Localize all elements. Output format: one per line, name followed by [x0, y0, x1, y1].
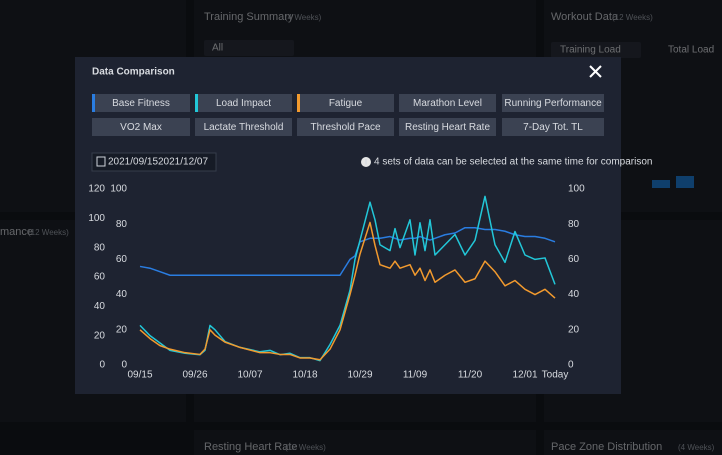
- button-label: Base Fitness: [112, 98, 170, 109]
- y-tick-label: 60: [94, 272, 106, 283]
- button-label: 7-Day Tot. TL: [523, 122, 583, 133]
- button-bg: [92, 94, 190, 112]
- toggle-button[interactable]: Resting Heart Rate: [399, 118, 496, 136]
- button-bg: [195, 118, 292, 136]
- x-tick-label: 12/01: [512, 370, 537, 381]
- y3-tick-label: 20: [116, 324, 128, 335]
- y3-tick-label: 60: [116, 254, 128, 265]
- button-bg: [195, 94, 292, 112]
- button-label: VO2 Max: [120, 122, 162, 133]
- y-tick-label: 40: [94, 301, 106, 312]
- date-range[interactable]: [91, 152, 217, 172]
- button-label: Marathon Level: [413, 98, 482, 109]
- y-tick-label: 80: [94, 242, 106, 253]
- button-bg: [297, 94, 394, 112]
- toggle-button[interactable]: 7-Day Tot. TL: [502, 118, 604, 136]
- y3-tick-label: 80: [116, 219, 128, 230]
- toggle-button[interactable]: Threshold Pace: [297, 118, 394, 136]
- x-tick-label: Today: [542, 370, 569, 381]
- modal: Data Comparison 2021/09/15 2021/12/07 i …: [75, 57, 652, 394]
- x-tick-label: 11/09: [403, 370, 428, 381]
- button-label: Running Performance: [504, 98, 602, 109]
- y2-tick-label: 60: [568, 254, 580, 265]
- button-label: Resting Heart Rate: [405, 122, 490, 133]
- button-accent: [195, 94, 198, 112]
- button-bg: [399, 118, 496, 136]
- button-bg: [297, 118, 394, 136]
- x-tick-label: 10/29: [347, 370, 372, 381]
- button-bg: [399, 94, 496, 112]
- series-line: [139, 221, 556, 361]
- series-line: [139, 195, 556, 362]
- toggle-button[interactable]: Running Performance: [502, 94, 604, 112]
- button-label: Threshold Pace: [310, 122, 380, 133]
- toggle-button[interactable]: Marathon Level: [399, 94, 496, 112]
- info-text: 4 sets of data can be selected at the sa…: [374, 157, 652, 168]
- modal-title: Data Comparison: [92, 67, 175, 78]
- x-tick-label: 10/07: [237, 370, 262, 381]
- x-tick-label: 09/15: [127, 370, 152, 381]
- button-label: Load Impact: [216, 98, 271, 109]
- y3-tick-label: 100: [110, 184, 127, 195]
- x-tick-label: 09/26: [182, 370, 207, 381]
- date-end: 2021/12/07: [158, 157, 208, 168]
- y-tick-label: 20: [94, 330, 106, 341]
- info-icon: [361, 157, 371, 167]
- button-label: Fatigue: [329, 98, 363, 109]
- toggle-button[interactable]: Load Impact: [195, 94, 292, 112]
- date-start: 2021/09/15: [108, 157, 158, 168]
- y3-tick-label: 0: [121, 360, 127, 371]
- calendar-icon: [96, 156, 106, 167]
- y2-tick-label: 0: [568, 360, 574, 371]
- y-tick-label: 120: [88, 184, 105, 195]
- info-icon-glyph: i: [365, 157, 368, 168]
- y2-tick-label: 40: [568, 289, 580, 300]
- button-bg: [92, 118, 190, 136]
- button-accent: [92, 94, 95, 112]
- modal-panel: [75, 57, 621, 394]
- button-bg: [502, 94, 604, 112]
- button-label: Lactate Threshold: [204, 122, 284, 133]
- y2-tick-label: 20: [568, 324, 580, 335]
- toggle-button[interactable]: Fatigue: [297, 94, 394, 112]
- toggle-button[interactable]: Base Fitness: [92, 94, 190, 112]
- button-accent: [297, 94, 300, 112]
- close-icon: [589, 65, 602, 78]
- y2-tick-label: 80: [568, 219, 580, 230]
- y2-tick-label: 100: [568, 184, 585, 195]
- button-bg: [502, 118, 604, 136]
- toggle-button[interactable]: Lactate Threshold: [195, 118, 292, 136]
- y-tick-label: 0: [99, 360, 105, 371]
- y3-tick-label: 40: [116, 289, 128, 300]
- x-tick-label: 10/18: [292, 370, 317, 381]
- toggle-button[interactable]: VO2 Max: [92, 118, 190, 136]
- y-tick-label: 100: [88, 213, 105, 224]
- x-tick-label: 11/20: [458, 370, 483, 381]
- close-button[interactable]: [589, 65, 602, 78]
